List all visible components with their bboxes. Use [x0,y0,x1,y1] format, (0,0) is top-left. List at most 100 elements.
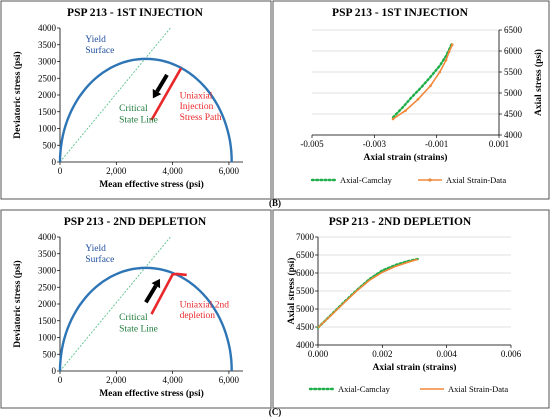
chart-title: PSP 213 - 1ST INJECTION [332,7,469,19]
caption-c: (C) [269,407,282,417]
x-tick-label: 6,000 [219,166,240,176]
series-data-point [416,98,420,101]
legend-camclay-label: Axial-Camclay [338,384,391,394]
chart-c-left: PSP 213 - 2ND DEPLETION 0 500 1000 1500 2000 2… [12,216,243,399]
direction-arrow-shaft [144,284,158,304]
series-data-point [391,117,395,121]
legend-data-label: Axial Strain-Data [448,384,508,394]
y-tick-label: 7000 [296,232,315,242]
x-tick-label: 0.004 [437,349,458,359]
y-tick-label: 1500 [38,107,57,117]
direction-arrow-shaft [155,73,169,93]
y-tick-label: 6000 [504,46,523,56]
y-tick-label: 1000 [38,124,57,134]
annotation-blue: Yield [85,244,106,254]
y-axis-label: Deviatoric stress (psi) [12,51,23,138]
y-tick-label: 4500 [296,322,315,332]
chart-c-right: PSP 213 - 2ND DEPLETION 4000 4500 5000 5500 6… [286,216,522,394]
series-camclay-line [316,257,419,329]
yield-surface-curve [58,57,233,163]
annotation-green: Critical [119,104,148,114]
y-tick-label: 0 [52,366,57,376]
stress-path-line [150,67,183,121]
chart-title: PSP 213 - 1ST INJECTION [67,7,204,19]
y-tick-label: 3000 [38,57,57,67]
y-tick-label: 6500 [296,250,315,260]
legend-camclay-label: Axial-Camclay [340,175,393,185]
legend-data-marker [428,178,432,182]
x-tick-label: 0.000 [308,349,329,359]
series-data-point [438,70,442,74]
x-tick-label: 0.002 [372,349,392,359]
y-tick-label: 500 [43,140,57,150]
series-data-line [317,258,418,329]
panel-b-left-frame [0,0,272,200]
x-tick-label: -0.005 [300,139,324,149]
x-tick-label: 4,000 [162,166,183,176]
panel-c-right-frame [272,209,550,409]
x-axis-label: Mean effective stress (psi) [99,388,204,399]
x-tick-label: 2,000 [106,375,127,385]
annotation-red: Uniaxial 2nd [180,300,230,310]
chart-b-right: PSP 213 - 1ST INJECTION 4000 4500 5000 5500 6… [300,7,544,185]
legend-data-label: Axial Strain-Data [446,175,506,185]
critical-state-line [59,27,171,163]
y-tick-label: 0 [52,157,57,167]
panel-c-left-frame [0,209,272,409]
x-tick-label: 0.006 [501,349,522,359]
annotation-red: Injection [180,102,214,112]
series-data-point [444,58,448,62]
y-tick-label: 1000 [38,333,57,343]
annotation-blue: Yield [85,35,106,45]
y-tick-label: 2500 [38,73,57,83]
annotation-green: Critical [119,313,148,323]
y-tick-label: 4000 [296,340,315,350]
y-tick-label: 3500 [38,40,57,50]
annotation-red: depletion [180,311,216,321]
y-tick-label: 5000 [504,88,523,98]
stress-path-line [150,272,187,315]
x-tick-label: 4,000 [162,375,183,385]
y-tick-label: 2000 [38,90,57,100]
panel-b-right-frame [272,0,550,200]
x-tick-label: 2,000 [106,166,127,176]
annotation-red: Uniaxial [180,91,213,101]
series-data-point [447,50,451,54]
annotation-red: Stress Path [180,113,222,123]
chart-title: PSP 213 - 2ND DEPLETION [329,216,472,228]
x-tick-label: 0.001 [489,139,509,149]
y-tick-label: 5000 [296,304,315,314]
y-tick-label: 5500 [296,286,315,296]
x-tick-label: 6,000 [219,375,240,385]
annotation-green: State Line [119,324,158,334]
y-tick-label: 5500 [504,67,523,77]
y-tick-label: 4500 [504,109,523,119]
y-tick-label: 500 [43,349,57,359]
y-tick-label: 6500 [504,25,523,35]
x-axis-label: Axial strain (strains) [373,362,457,373]
caption-b: (B) [269,198,281,208]
series-camclay-line [391,41,454,119]
x-tick-label: 0 [58,375,63,385]
x-axis-label: Axial strain (strains) [364,152,448,163]
y-tick-label: 3000 [38,266,57,276]
y-axis-label: Deviatoric stress (psi) [12,260,23,347]
direction-arrow-head [151,278,161,289]
y-tick-label: 4000 [38,23,57,33]
chart-b-left: PSP 213 - 1ST INJECTION 0 500 1000 1500 2000 2… [12,7,243,190]
y-tick-label: 2500 [38,282,57,292]
y-tick-label: 1500 [38,316,57,326]
series-data-point [404,109,407,112]
series-data-point [429,84,432,88]
annotation-blue: Surface [85,45,114,56]
annotation-green: State Line [119,115,158,125]
y-tick-label: 3500 [38,249,57,259]
yield-surface-curve [58,266,233,372]
y-tick-label: 2000 [38,299,57,309]
series-data-point [450,43,454,46]
annotation-blue: Surface [85,254,114,265]
x-tick-label: 0 [58,166,63,176]
direction-arrow-head [152,88,162,99]
series-data-line [392,44,454,120]
